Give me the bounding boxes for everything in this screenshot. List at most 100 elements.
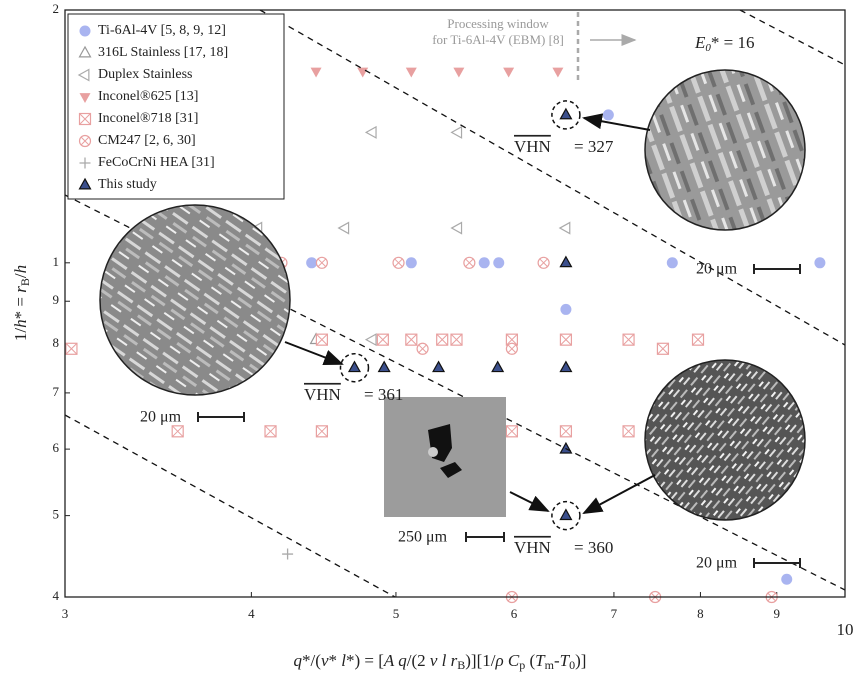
marker (693, 334, 704, 345)
marker (311, 68, 322, 78)
marker (406, 334, 417, 345)
marker (552, 68, 563, 78)
marker-shape (282, 549, 293, 560)
marker (377, 334, 388, 345)
marker-shape (452, 223, 462, 234)
marker (349, 362, 360, 372)
x-label-part: v l r (430, 651, 458, 670)
marker (316, 426, 327, 437)
marker (80, 136, 91, 147)
marker (366, 334, 376, 345)
marker (357, 68, 368, 78)
y-tick-label: 4 (53, 588, 60, 603)
marker (316, 334, 327, 345)
y-label-part: h (11, 265, 30, 274)
x-tick-label: 10 (837, 620, 854, 639)
x-tick-label: 3 (62, 606, 69, 621)
marker (406, 257, 417, 268)
micrograph (645, 360, 805, 520)
y-label-part: 1/ (11, 328, 30, 342)
marker-shape (493, 257, 504, 268)
y-label-part: * = (11, 293, 30, 320)
marker (66, 343, 77, 354)
x-label-part: * (328, 651, 341, 670)
legend-label: Inconel®718 [31] (98, 111, 198, 126)
e0: * = 16 (711, 33, 755, 52)
marker-shape (560, 304, 571, 315)
marker (479, 257, 490, 268)
marker (393, 257, 404, 268)
legend-label: 316L Stainless [17, 18] (98, 45, 228, 60)
annotation: for Ti-6Al-4V (EBM) [8] (432, 32, 564, 47)
x-label-part: )] (575, 651, 586, 670)
marker (506, 426, 517, 437)
y-label-part: B (18, 278, 32, 286)
micrograph (645, 70, 805, 230)
scale-label: 250 μm (398, 529, 448, 546)
vhn-value: = 327 (574, 137, 614, 156)
x-tick-label: 4 (248, 606, 255, 621)
x-tick-label: 6 (511, 606, 518, 621)
marker (452, 223, 462, 234)
vhn-value: = 361 (364, 385, 403, 404)
iso-line (740, 10, 845, 65)
marker (452, 127, 462, 138)
marker-shape (479, 257, 490, 268)
marker (282, 549, 293, 560)
marker-shape (433, 362, 444, 372)
marker-shape (339, 223, 349, 234)
marker-shape (781, 574, 792, 585)
marker (493, 257, 504, 268)
x-axis-label: q*/(v* l*) = [A q/(2 v l rB)][1/ρ Cp (Tm… (294, 651, 587, 672)
marker (623, 334, 634, 345)
iso-line (65, 415, 395, 597)
scale-bar (198, 412, 244, 422)
y-tick-label: 8 (53, 335, 60, 350)
legend-label: Ti-6Al-4V [5, 8, 9, 12] (98, 23, 226, 38)
marker-shape (311, 68, 322, 78)
marker-shape (560, 257, 571, 267)
marker (406, 68, 417, 78)
marker (560, 257, 571, 267)
chart: 34567891045678912 Processing window for … (0, 0, 860, 680)
marker (80, 114, 91, 125)
marker-shape (453, 68, 464, 78)
marker-shape (560, 362, 571, 372)
vhn-value: = 360 (574, 538, 613, 557)
vhn-symbol: VHN (304, 385, 341, 404)
marker-shape (492, 362, 503, 372)
marker (339, 223, 349, 234)
y-tick-label: 7 (53, 384, 60, 399)
e0: E (694, 33, 706, 52)
marker-shape (667, 257, 678, 268)
marker-shape (603, 109, 614, 120)
marker (80, 26, 91, 37)
arrow (584, 118, 650, 130)
scale-bar (754, 558, 800, 568)
marker (560, 510, 571, 520)
marker (433, 362, 444, 372)
vhn-symbol: VHN (514, 137, 551, 156)
marker (560, 362, 571, 372)
x-tick-label: 7 (611, 606, 618, 621)
marker-shape (366, 334, 376, 345)
marker (560, 223, 570, 234)
marker (464, 257, 475, 268)
marker (667, 257, 678, 268)
marker-shape (357, 68, 368, 78)
x-label-part: *) = [ (346, 651, 384, 670)
marker (560, 426, 571, 437)
x-label-part: ρ C (494, 651, 519, 670)
marker (492, 362, 503, 372)
marker-shape (560, 109, 571, 119)
scale-label: 20 μm (696, 555, 738, 572)
x-label-part: ( (525, 651, 535, 670)
marker (453, 68, 464, 78)
marker-shape (552, 68, 563, 78)
marker (657, 343, 668, 354)
marker (560, 304, 571, 315)
x-label-part: B (457, 658, 465, 672)
particle (428, 447, 438, 457)
marker-shape (406, 257, 417, 268)
marker-shape (306, 257, 317, 268)
